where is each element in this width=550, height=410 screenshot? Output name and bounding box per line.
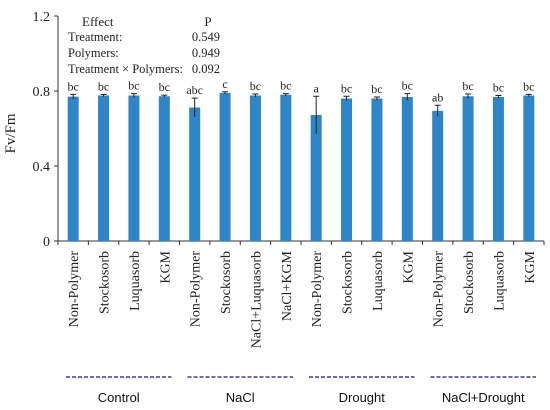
x-category-label: Non-Polymer	[189, 251, 204, 328]
bar[interactable]	[280, 94, 292, 241]
x-category-label: Stockosorb	[462, 251, 477, 314]
stats-row-label: Polymers:	[68, 46, 119, 60]
x-category-label: KGM	[158, 250, 173, 283]
significance-letter: bc	[493, 81, 504, 95]
stats-row-value: 0.949	[192, 46, 220, 60]
bar[interactable]	[401, 97, 413, 241]
x-category-label: Luquasorb	[371, 251, 386, 311]
x-category-label: KGM	[401, 250, 416, 283]
x-category-label: Stockosorb	[219, 251, 234, 314]
group-label: Control	[98, 390, 140, 405]
significance-letter: bc	[280, 79, 291, 93]
significance-letter: abc	[186, 83, 203, 97]
x-category-label: Non-Polymer	[67, 251, 82, 328]
group-label: NaCl+Drought	[442, 390, 525, 405]
y-axis-title: Fv/Fm	[3, 113, 19, 153]
bar[interactable]	[432, 110, 444, 241]
x-category-label: KGM	[523, 250, 538, 283]
significance-letter: bc	[371, 82, 382, 96]
x-category-label: NaCl+KGM	[280, 250, 295, 321]
bar[interactable]	[523, 95, 535, 242]
significance-letter: bc	[128, 79, 139, 93]
x-category-label: Non-Polymer	[432, 251, 447, 328]
group-label: Drought	[339, 390, 386, 405]
group-label: NaCl	[226, 390, 255, 405]
significance-letter: bc	[159, 80, 170, 94]
significance-letter: bc	[341, 81, 352, 95]
significance-letter: ab	[432, 90, 443, 104]
significance-letter: bc	[250, 79, 261, 93]
x-category-label: Luquasorb	[492, 251, 507, 311]
significance-letter: bc	[462, 79, 473, 93]
x-category-label: Stockosorb	[98, 251, 113, 314]
bar[interactable]	[249, 95, 261, 242]
y-tick-label: 0	[43, 235, 50, 250]
stats-row-label: Treatment:	[68, 30, 122, 44]
bar[interactable]	[98, 95, 110, 242]
bar[interactable]	[189, 107, 201, 242]
bar[interactable]	[371, 98, 383, 242]
bar[interactable]	[310, 115, 322, 241]
stats-row-label: Treatment × Polymers:	[68, 62, 183, 76]
bar[interactable]	[67, 96, 79, 241]
x-category-label: Non-Polymer	[310, 251, 325, 328]
significance-letter: bc	[523, 79, 534, 93]
significance-letter: bc	[98, 79, 109, 93]
bar[interactable]	[462, 96, 474, 241]
bar[interactable]	[219, 92, 231, 241]
bar[interactable]	[341, 98, 353, 242]
bar[interactable]	[128, 95, 140, 242]
stats-row-value: 0.549	[192, 30, 220, 44]
y-tick-label: 1.2	[33, 10, 51, 25]
x-category-label: Stockosorb	[341, 251, 356, 314]
y-tick-label: 0.8	[33, 85, 51, 100]
x-category-label: Luquasorb	[128, 251, 143, 311]
significance-letter: bc	[68, 79, 79, 93]
significance-letter: a	[314, 81, 320, 95]
stats-header-effect: Effect	[82, 14, 114, 29]
bar[interactable]	[158, 96, 170, 241]
x-category-label: NaCl+Luquasorb	[249, 251, 264, 348]
y-tick-label: 0.4	[33, 160, 51, 175]
significance-letter: bc	[402, 79, 413, 93]
stats-header-p: P	[204, 14, 211, 29]
significance-letter: c	[222, 77, 227, 91]
bar[interactable]	[492, 97, 504, 241]
stats-row-value: 0.092	[192, 62, 220, 76]
